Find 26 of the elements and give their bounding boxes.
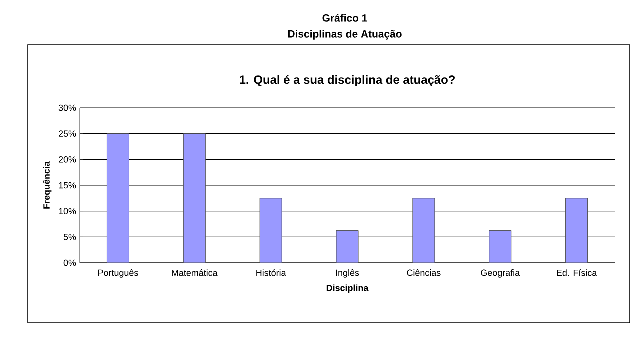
x-tick-label: Ciências xyxy=(407,270,441,276)
y-tick-label: 0% xyxy=(64,260,76,266)
y-axis-title: Frequência xyxy=(43,162,52,209)
bar xyxy=(412,198,436,263)
bar xyxy=(336,230,359,263)
y-tick-label: 10% xyxy=(59,208,76,215)
y-tick-label: 30% xyxy=(58,104,76,112)
x-tick-label: História xyxy=(256,270,286,276)
x-tick-label: Geografia xyxy=(481,270,520,278)
bar xyxy=(106,134,130,263)
text: Gráfico 1 xyxy=(322,14,368,22)
bar xyxy=(566,198,588,263)
x-tick-label: Matemática xyxy=(172,270,218,276)
x-tick-label: Ed. Física xyxy=(557,270,598,276)
x-tick-label: Português xyxy=(98,270,138,278)
bar xyxy=(260,198,282,263)
x-tick-label: Inglês xyxy=(336,270,360,278)
y-tick-label: 20% xyxy=(58,156,76,163)
y-tick-label: 5% xyxy=(64,234,76,240)
chart-title: 1. Qual é a sua disciplina de atuação? xyxy=(240,75,455,87)
text: Disciplinas de Atuação xyxy=(288,30,402,40)
y-tick-label: 15% xyxy=(59,182,76,189)
y-tick-label: 25% xyxy=(58,130,76,138)
bar xyxy=(183,134,206,263)
x-axis-title: Disciplina xyxy=(326,284,369,294)
bar xyxy=(489,230,512,263)
